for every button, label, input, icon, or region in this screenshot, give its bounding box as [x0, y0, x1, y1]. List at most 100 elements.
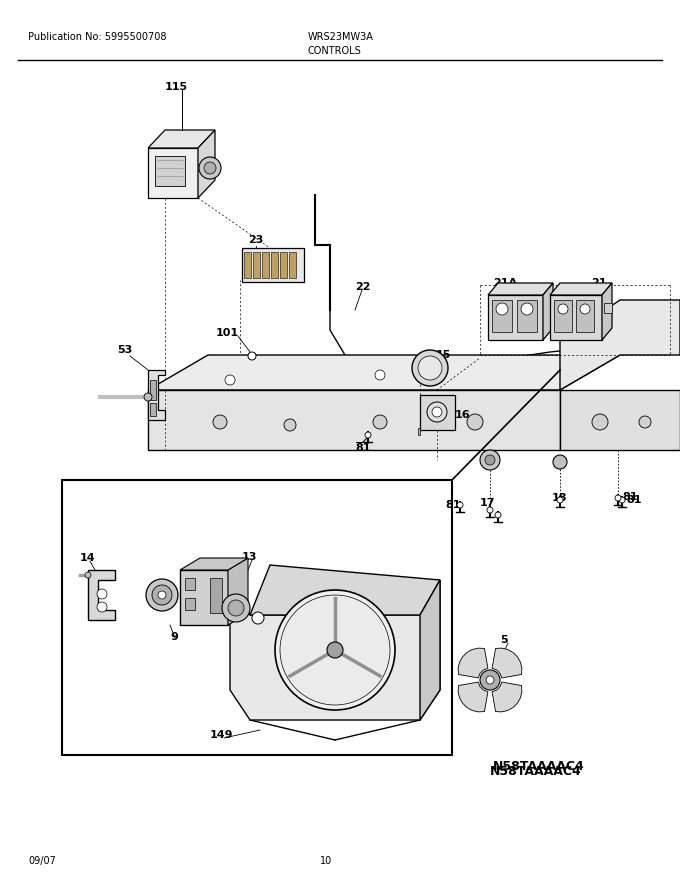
- Bar: [62, 480, 452, 755]
- Circle shape: [480, 450, 500, 470]
- Polygon shape: [543, 283, 553, 340]
- Text: WRS23MW3A: WRS23MW3A: [308, 32, 374, 42]
- Text: 8: 8: [262, 600, 270, 610]
- Circle shape: [485, 455, 495, 465]
- Circle shape: [558, 304, 568, 314]
- Circle shape: [152, 585, 172, 605]
- Circle shape: [615, 495, 621, 501]
- Circle shape: [487, 507, 493, 513]
- Bar: [244, 252, 251, 278]
- Text: 23: 23: [248, 235, 263, 245]
- Polygon shape: [148, 130, 215, 148]
- Bar: [185, 578, 195, 590]
- Text: 14: 14: [80, 553, 96, 563]
- Circle shape: [418, 356, 442, 380]
- Polygon shape: [488, 283, 553, 295]
- Circle shape: [199, 157, 221, 179]
- Text: 9: 9: [170, 632, 178, 642]
- Polygon shape: [148, 370, 165, 420]
- Circle shape: [204, 162, 216, 174]
- Polygon shape: [550, 295, 602, 340]
- Circle shape: [486, 676, 494, 684]
- Text: 81: 81: [445, 500, 460, 510]
- Text: N58TAAAAC4: N58TAAAAC4: [493, 760, 585, 773]
- Circle shape: [228, 600, 244, 616]
- Bar: [150, 380, 156, 400]
- Polygon shape: [492, 648, 522, 678]
- Bar: [492, 300, 512, 332]
- Circle shape: [275, 590, 395, 710]
- Bar: [604, 303, 612, 313]
- Circle shape: [427, 402, 447, 422]
- Circle shape: [521, 303, 533, 315]
- Polygon shape: [560, 390, 680, 450]
- Bar: [242, 248, 304, 282]
- Bar: [517, 300, 537, 332]
- Bar: [280, 252, 287, 278]
- Circle shape: [225, 375, 235, 385]
- Circle shape: [365, 432, 371, 438]
- Text: 09/07: 09/07: [28, 856, 56, 866]
- Polygon shape: [458, 648, 488, 678]
- Text: 15: 15: [436, 350, 452, 360]
- Circle shape: [373, 415, 387, 429]
- Polygon shape: [418, 428, 420, 435]
- Text: 18: 18: [552, 493, 568, 503]
- Circle shape: [592, 414, 608, 430]
- Circle shape: [467, 414, 483, 430]
- Circle shape: [553, 455, 567, 469]
- Circle shape: [557, 497, 563, 503]
- Text: 81: 81: [626, 495, 641, 505]
- Circle shape: [639, 416, 651, 428]
- Text: CONTROLS: CONTROLS: [308, 46, 362, 56]
- Circle shape: [280, 595, 390, 705]
- Bar: [155, 156, 185, 186]
- Polygon shape: [180, 558, 248, 570]
- Text: 149: 149: [210, 730, 233, 740]
- Circle shape: [213, 415, 227, 429]
- Circle shape: [252, 612, 264, 624]
- Bar: [289, 252, 296, 278]
- Text: 81: 81: [622, 492, 638, 502]
- Bar: [180, 570, 228, 625]
- Circle shape: [457, 502, 463, 508]
- Text: 16: 16: [455, 410, 471, 420]
- Polygon shape: [228, 558, 248, 625]
- Polygon shape: [250, 565, 440, 615]
- Bar: [576, 300, 594, 332]
- Polygon shape: [148, 390, 560, 450]
- Bar: [210, 578, 222, 613]
- Text: 17: 17: [480, 498, 496, 508]
- Polygon shape: [492, 682, 522, 712]
- Text: 13: 13: [242, 552, 257, 562]
- Circle shape: [412, 350, 448, 386]
- Circle shape: [85, 572, 91, 578]
- Bar: [253, 252, 260, 278]
- Circle shape: [480, 670, 500, 690]
- Polygon shape: [488, 295, 543, 340]
- Polygon shape: [148, 355, 620, 390]
- Text: 53: 53: [117, 345, 132, 355]
- Text: Publication No: 5995500708: Publication No: 5995500708: [28, 32, 167, 42]
- Polygon shape: [602, 283, 612, 340]
- Circle shape: [248, 352, 256, 360]
- Bar: [271, 252, 278, 278]
- Polygon shape: [560, 300, 680, 390]
- Polygon shape: [198, 130, 215, 198]
- Circle shape: [97, 589, 107, 599]
- Text: 22: 22: [355, 282, 371, 292]
- Text: 10: 10: [320, 856, 333, 866]
- Text: 81: 81: [355, 443, 371, 453]
- Circle shape: [158, 591, 166, 599]
- Polygon shape: [458, 682, 488, 712]
- Circle shape: [580, 304, 590, 314]
- Circle shape: [146, 579, 178, 611]
- Circle shape: [495, 512, 501, 518]
- Circle shape: [496, 303, 508, 315]
- Bar: [554, 300, 572, 332]
- Text: 101: 101: [216, 328, 239, 338]
- Bar: [420, 395, 455, 430]
- Circle shape: [97, 602, 107, 612]
- Circle shape: [222, 594, 250, 622]
- Text: 21: 21: [591, 278, 607, 288]
